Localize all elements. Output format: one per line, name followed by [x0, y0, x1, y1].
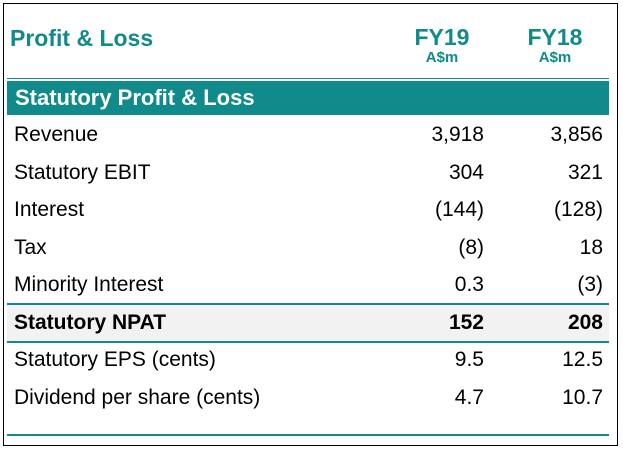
- table-row: Tax (8) 18: [7, 230, 609, 268]
- column-header-fy18: FY18 A$m: [525, 24, 585, 66]
- row-value-fy18: 18: [579, 235, 603, 259]
- row-label: Tax: [14, 235, 47, 259]
- table-row: Minority Interest 0.3 (3): [7, 267, 609, 305]
- column-year: FY18: [527, 24, 583, 50]
- section-header-bar: Statutory Profit & Loss: [7, 81, 609, 115]
- row-label: Statutory EPS (cents): [14, 348, 216, 371]
- row-label: Minority Interest: [14, 273, 164, 296]
- table-title: Profit & Loss: [10, 25, 154, 51]
- table-row-npat: Statutory NPAT 152 208: [7, 304, 609, 342]
- row-label: Dividend per share (cents): [14, 385, 261, 409]
- npat-bottom-divider: [7, 341, 609, 343]
- table-row: Revenue 3,918 3,856: [7, 117, 609, 155]
- row-value-fy19: 304: [448, 160, 484, 184]
- row-value-fy19: (8): [458, 235, 484, 259]
- row-value-fy19: 9.5: [454, 348, 484, 371]
- column-unit: A$m: [538, 49, 572, 66]
- row-label: Statutory EBIT: [14, 160, 151, 184]
- table-header: Profit & Loss FY19 A$m FY18 A$m: [7, 8, 609, 73]
- row-value-fy18: (128): [553, 198, 603, 221]
- row-value-fy18: 3,856: [550, 123, 603, 146]
- section-title: Statutory Profit & Loss: [15, 85, 255, 110]
- row-value-fy18: (3): [577, 273, 603, 296]
- table-bottom-divider: [7, 434, 609, 436]
- table-row: Dividend per share (cents) 4.7 10.7: [7, 380, 609, 418]
- npat-top-divider: [7, 303, 609, 305]
- table-row: Interest (144) (128): [7, 192, 609, 230]
- row-value-fy19: 3,918: [431, 123, 484, 146]
- row-value-fy18: 10.7: [562, 385, 603, 409]
- row-value-fy19: 0.3: [454, 273, 484, 296]
- row-value-fy18: 321: [567, 160, 603, 184]
- table-frame: [3, 3, 618, 446]
- column-header-fy19: FY19 A$m: [412, 24, 472, 66]
- row-value-fy18: 208: [567, 310, 603, 334]
- column-unit: A$m: [425, 49, 459, 66]
- row-value-fy18: 12.5: [562, 348, 603, 371]
- row-value-fy19: (144): [434, 198, 484, 221]
- column-year: FY19: [414, 24, 470, 50]
- row-label: Interest: [14, 198, 85, 221]
- row-value-fy19: 4.7: [454, 385, 484, 409]
- header-divider: [7, 78, 609, 79]
- table-row: Statutory EBIT 304 321: [7, 155, 609, 193]
- row-label: Revenue: [14, 123, 99, 146]
- row-label: Statutory NPAT: [14, 310, 167, 334]
- table-row: Statutory EPS (cents) 9.5 12.5: [7, 342, 609, 380]
- row-value-fy19: 152: [448, 310, 484, 334]
- table-body: Revenue 3,918 3,856 Statutory EBIT 304 3…: [7, 117, 609, 417]
